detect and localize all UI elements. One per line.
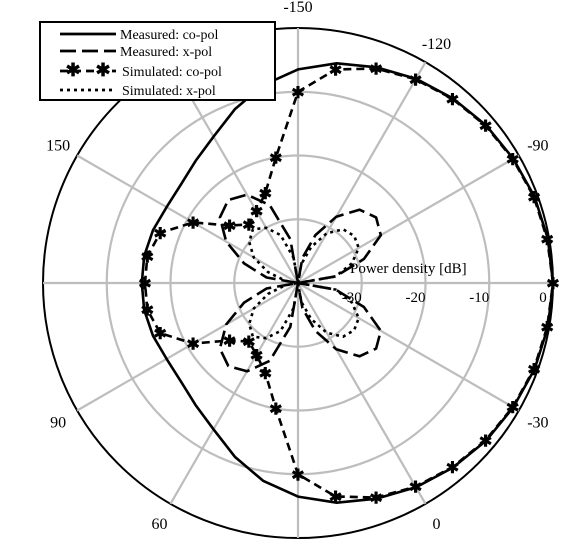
- angular-tick-label: -90: [527, 138, 548, 155]
- series-marker-simulated-co-pol: ✱: [369, 490, 382, 507]
- series-marker-simulated-co-pol: ✱: [186, 337, 199, 354]
- angular-tick-label: 150: [46, 138, 70, 155]
- series-marker-simulated-co-pol: ✱: [154, 226, 167, 243]
- series-marker-simulated-co-pol: ✱: [541, 232, 554, 249]
- series-marker-simulated-co-pol: ✱: [446, 92, 459, 109]
- legend-marker-simulated-co-pol-2: ✱: [95, 60, 110, 80]
- series-marker-simulated-co-pol: ✱: [446, 460, 459, 477]
- data-series: ✱✱✱✱✱✱✱✱✱✱✱✱✱✱✱✱✱✱✱✱✱✱ ✱ ✱✱✱✱✱✱ ✱✱✱✱✱✱✱: [138, 62, 559, 508]
- series-marker-simulated-co-pol: ✱: [409, 72, 422, 89]
- series-marker-simulated-co-pol: ✱: [250, 348, 263, 365]
- series-marker-simulated-co-pol: ✱: [527, 190, 540, 207]
- series-marker-simulated-co-pol: ✱: [141, 249, 154, 266]
- grid-spoke: [297, 61, 427, 284]
- radial-tick-label: -20: [406, 290, 426, 306]
- angular-tick-label: -120: [422, 36, 451, 53]
- series-marker-simulated-co-pol: ✱: [259, 186, 272, 203]
- legend-marker-simulated-co-pol-1: ✱: [65, 60, 80, 80]
- grid-spoke: [297, 282, 427, 505]
- legend-label-simulated-co-pol: Simulated: co-pol: [122, 65, 222, 80]
- series-marker-simulated-co-pol: ✱: [154, 326, 167, 343]
- series-marker-simulated-co-pol: ✱: [291, 467, 304, 484]
- series-marker-simulated-co-pol: ✱: [269, 402, 282, 419]
- grid-spoke: [297, 154, 520, 284]
- series-marker-simulated-co-pol: ✱: [329, 63, 342, 80]
- series-marker-simulated-co-pol: ✱: [138, 276, 151, 293]
- angular-tick-label: 90: [50, 415, 66, 432]
- radial-tick-labels: Power density [dB] -30 -20 -10 0: [342, 261, 547, 306]
- series-marker-simulated-co-pol: ✱: [242, 335, 255, 352]
- series-marker-simulated-co-pol: ✱: [506, 400, 519, 417]
- legend-label-simulated-x-pol: Simulated: x-pol: [122, 84, 216, 99]
- series-marker-simulated-co-pol: ✱: [269, 150, 282, 167]
- series-marker-simulated-co-pol: ✱: [479, 433, 492, 450]
- radial-tick-label: -10: [469, 290, 489, 306]
- series-marker-simulated-co-pol: ✱: [250, 204, 263, 221]
- series-marker-simulated-co-pol: ✱: [527, 362, 540, 379]
- series-line-simulated-co-pol: [143, 67, 555, 499]
- grid-spoke: [297, 282, 520, 412]
- grid-spoke: [169, 282, 299, 505]
- series-marker-simulated-co-pol: ✱: [223, 219, 236, 236]
- series-marker-simulated-co-pol: ✱: [141, 303, 154, 320]
- series-marker-simulated-co-pol: ✱: [369, 62, 382, 79]
- angular-tick-label: -150: [283, 0, 312, 16]
- angular-tick-label: -30: [527, 415, 548, 432]
- grid-spoke: [76, 154, 299, 284]
- angular-tick-label: 0: [433, 516, 441, 533]
- series-marker-simulated-co-pol: ✱: [259, 366, 272, 383]
- series-marker-simulated-co-pol: ✱: [186, 215, 199, 232]
- series-line-simulated-x-pol: [247, 226, 360, 340]
- series-marker-simulated-co-pol: ✱: [329, 489, 342, 506]
- legend-label-measured-co-pol: Measured: co-pol: [120, 28, 218, 43]
- series-marker-simulated-co-pol: ✱: [541, 320, 554, 337]
- series-marker-simulated-co-pol: ✱: [242, 217, 255, 234]
- radial-tick-label: 0: [539, 290, 547, 306]
- angular-tick-label: 60: [152, 516, 168, 533]
- series-marker-simulated-co-pol: ✱: [546, 276, 559, 293]
- legend-label-measured-x-pol: Measured: x-pol: [120, 45, 212, 60]
- series-marker-simulated-co-pol: ✱: [409, 480, 422, 497]
- grid-spoke: [76, 282, 299, 412]
- radial-axis-label: Power density [dB]: [350, 261, 467, 277]
- series-marker-simulated-co-pol: ✱: [479, 119, 492, 136]
- series-marker-simulated-co-pol: ✱: [506, 152, 519, 169]
- series-marker-simulated-co-pol: ✱: [291, 85, 304, 102]
- series-marker-simulated-co-pol: ✱: [223, 333, 236, 350]
- legend: Measured: co-pol Measured: x-pol ✱ ✱ Sim…: [39, 21, 276, 101]
